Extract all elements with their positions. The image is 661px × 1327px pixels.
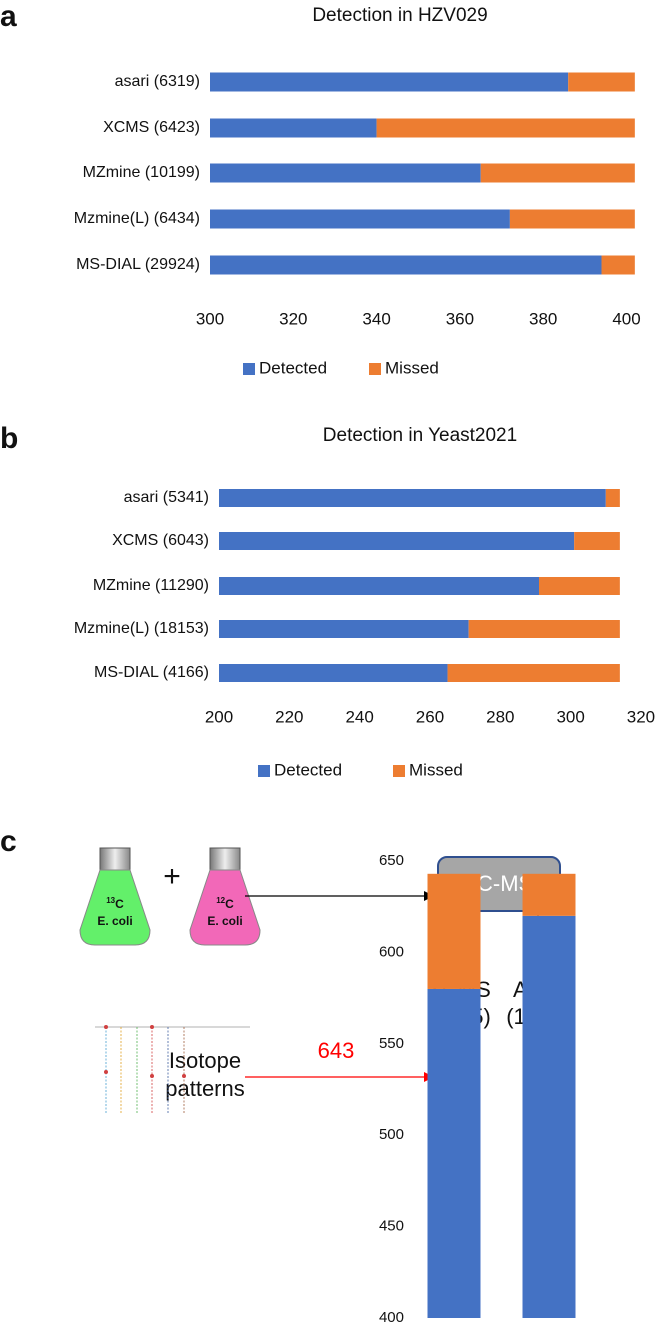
y-tick-label: 400 — [379, 1309, 404, 1326]
x-tick-label: 320 — [279, 309, 307, 328]
y-tick-label: MZmine (11290) — [93, 577, 209, 594]
y-tick-label: 650 — [379, 852, 404, 869]
bar — [219, 577, 539, 595]
legend-swatch — [258, 765, 270, 777]
isotope-label: patterns — [165, 1076, 245, 1101]
flask: 12C E. coli — [189, 847, 261, 946]
legend-label: Missed — [409, 760, 463, 779]
bar — [376, 118, 635, 138]
x-tick-label: 400 — [612, 309, 640, 328]
chart-title: Detection in HZV029 — [312, 5, 487, 26]
flask-isotope: 12C — [216, 896, 234, 911]
x-tick-label: 340 — [362, 309, 390, 328]
x-tick-label: 240 — [345, 707, 373, 726]
plus-sign: + — [163, 860, 181, 893]
legend-label: Detected — [274, 760, 342, 779]
y-tick-label: XCMS (6043) — [112, 532, 209, 549]
y-tick-label: 550 — [379, 1035, 404, 1052]
legend-swatch — [369, 363, 381, 375]
bar — [210, 209, 510, 229]
bar — [210, 163, 481, 183]
bar — [210, 72, 569, 92]
bar — [468, 620, 620, 638]
bar — [219, 664, 448, 682]
bar — [568, 72, 635, 92]
flask-label: E. coli — [207, 914, 242, 928]
y-tick-label: 600 — [379, 943, 404, 960]
x-tick-label: 200 — [205, 707, 233, 726]
chart-title: Detection in Yeast2021 — [323, 425, 517, 446]
isotope-thumbnail — [95, 1025, 250, 1113]
isotope-count: 643 — [318, 1038, 355, 1063]
bar — [509, 209, 635, 229]
bar — [219, 532, 575, 550]
y-tick-label: asari (6319) — [115, 73, 200, 90]
flask-isotope: 13C — [106, 896, 124, 911]
y-tick-label: asari (5341) — [124, 489, 209, 506]
isotope-mass: 13 — [106, 896, 115, 905]
y-tick-label: MS-DIAL (29924) — [76, 256, 200, 273]
y-tick-label: MS-DIAL (4166) — [94, 664, 209, 681]
legend-swatch — [393, 765, 405, 777]
legend-swatch — [243, 363, 255, 375]
bar — [447, 664, 620, 682]
y-tick-label: MZmine (10199) — [83, 164, 200, 181]
flask-label: E. coli — [97, 914, 132, 928]
legend-label: Detected — [259, 358, 327, 377]
panel-label: c — [0, 825, 17, 858]
x-tick-label: 360 — [446, 309, 474, 328]
bar — [427, 988, 481, 1318]
panel-label: b — [0, 422, 18, 455]
bar — [574, 532, 620, 550]
isotope-label: Isotope — [169, 1048, 241, 1073]
bar — [210, 118, 377, 138]
x-tick-label: 220 — [275, 707, 303, 726]
bar — [219, 620, 469, 638]
bar — [480, 163, 635, 183]
bar — [601, 255, 635, 275]
bar — [522, 915, 576, 1318]
legend-label: Missed — [385, 358, 439, 377]
y-tick-label: 450 — [379, 1218, 404, 1235]
x-tick-label: 320 — [627, 707, 655, 726]
panel-label: a — [0, 0, 17, 33]
bar — [605, 489, 620, 507]
bar — [219, 489, 606, 507]
flask: 13C E. coli — [79, 847, 151, 946]
isotope-element: C — [225, 897, 234, 911]
x-tick-label: 300 — [196, 309, 224, 328]
x-tick-label: 280 — [486, 707, 514, 726]
y-tick-label: Mzmine(L) (6434) — [74, 210, 200, 227]
x-tick-label: 300 — [556, 707, 584, 726]
x-tick-label: 380 — [529, 309, 557, 328]
bar — [538, 577, 620, 595]
bar — [427, 873, 481, 989]
bar — [210, 255, 602, 275]
y-tick-label: XCMS (6423) — [103, 119, 200, 136]
x-tick-label: 260 — [416, 707, 444, 726]
y-tick-label: 500 — [379, 1126, 404, 1143]
isotope-mass: 12 — [216, 896, 225, 905]
isotope-element: C — [115, 897, 124, 911]
bar — [522, 873, 576, 916]
y-tick-label: Mzmine(L) (18153) — [74, 620, 209, 637]
